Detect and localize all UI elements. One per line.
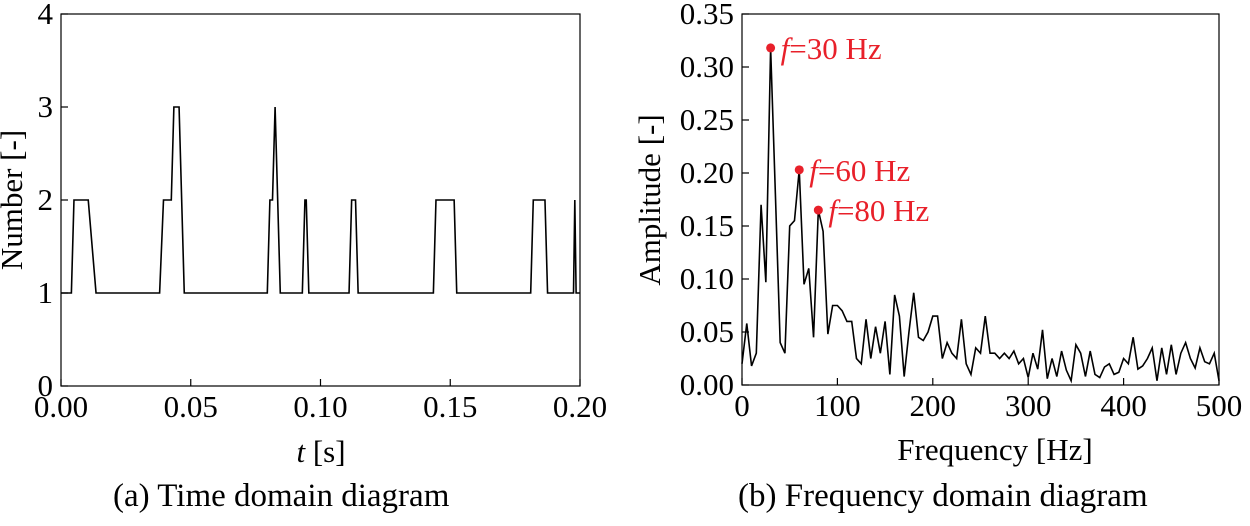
time-series-line [61, 106, 580, 294]
time-ytick-label: 3 [38, 89, 54, 124]
frequency-ylabel: Amplitude [-] [632, 114, 667, 285]
peak-marker [766, 43, 776, 53]
frequency-domain-chart: 0 100 200 300 400 500 0.00 0.05 0.10 0.15 0.20 0.25… [632, 0, 1242, 467]
frequency-xtick-label: 200 [910, 388, 957, 423]
peak-annotation-label: f=30 Hz [781, 31, 882, 66]
peak-marker [794, 165, 804, 175]
time-xlabel: t [s] [296, 434, 345, 469]
peak-marker [813, 205, 823, 215]
time-xtick-label: 0.20 [553, 389, 607, 424]
time-domain-chart: 0.00 0.05 0.10 0.15 0.20 0 1 2 3 4 Number [-] t [… [0, 0, 607, 469]
peak-annotation-value: =30 Hz [789, 31, 881, 66]
frequency-spectrum-line [741, 47, 1220, 384]
frequency-ytick-label: 0.20 [680, 155, 734, 190]
frequency-xtick-label: 500 [1196, 388, 1243, 423]
time-xtick-label: 0.15 [423, 389, 477, 424]
time-ylabel: Number [-] [0, 130, 29, 270]
caption-time-domain: (a) Time domain diagram [113, 478, 450, 514]
time-xtick-label: 0.05 [164, 389, 218, 424]
frequency-xtick-label: 0 [734, 388, 750, 423]
frequency-plot-frame [741, 13, 1220, 386]
time-ytick-label: 4 [38, 0, 54, 31]
peak-annotation-label: f=60 Hz [809, 153, 910, 188]
time-ytick-label: 2 [38, 182, 54, 217]
frequency-ytick-label: 0.15 [680, 208, 734, 243]
frequency-ytick-label: 0.30 [680, 49, 734, 84]
time-ytick-label: 0 [38, 368, 54, 403]
frequency-ytick-label: 0.25 [680, 102, 734, 137]
time-xtick-label: 0.00 [34, 389, 88, 424]
peak-annotation-value: =60 Hz [818, 153, 910, 188]
caption-frequency-domain: (b) Frequency domain diagram [738, 478, 1148, 514]
figure-canvas: 0.00 0.05 0.10 0.15 0.20 0 1 2 3 4 Number [-] t [… [0, 0, 1242, 469]
peak-annotation-value: =80 Hz [837, 193, 929, 228]
peak-annotation-label: f=80 Hz [828, 193, 929, 228]
time-xlabel-unit: [s] [305, 434, 345, 469]
time-xlabel-var: t [296, 434, 306, 469]
frequency-xtick-label: 100 [814, 388, 861, 423]
frequency-xtick-label: 400 [1100, 388, 1147, 423]
time-xtick-label: 0.10 [293, 389, 347, 424]
frequency-xtick-label: 300 [1005, 388, 1052, 423]
frequency-ytick-label: 0.10 [680, 261, 734, 296]
frequency-ytick-label: 0.35 [680, 0, 734, 31]
time-plot-frame [60, 13, 581, 387]
frequency-ytick-label: 0.05 [680, 314, 734, 349]
frequency-xlabel: Frequency [Hz] [897, 432, 1092, 467]
time-ytick-label: 1 [38, 275, 54, 310]
frequency-ytick-label: 0.00 [680, 367, 734, 402]
